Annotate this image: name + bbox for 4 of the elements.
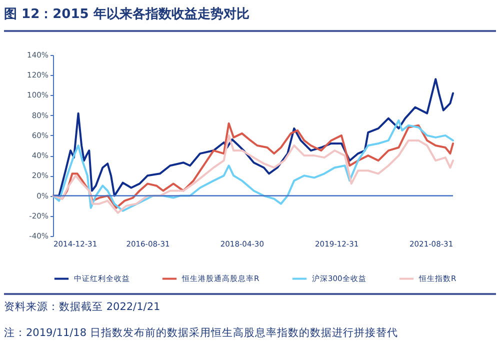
line-series: [52, 134, 454, 214]
text: 资料来源：数据截至 2022/1/21: [4, 300, 160, 314]
chart-title: 图 12：2015 年以来各指数收益走势对比: [4, 6, 250, 23]
text: 注：2019/11/18 日指数发布前的数据采用恒生高股息率指数的数据进行拼接替代: [4, 326, 398, 340]
